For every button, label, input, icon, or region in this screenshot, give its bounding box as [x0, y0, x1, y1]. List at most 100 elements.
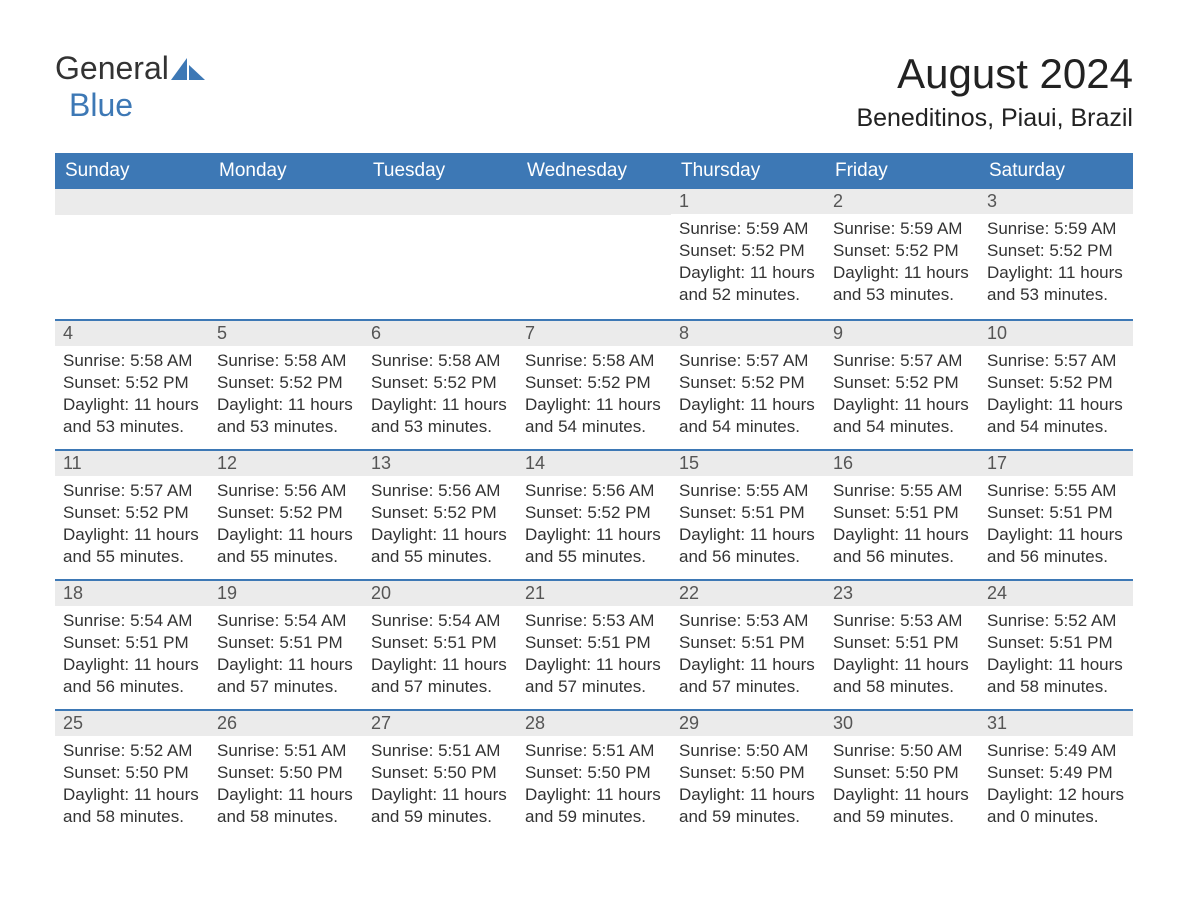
sunrise-text: Sunrise: 5:55 AM	[987, 480, 1125, 502]
calendar-day-cell: 21Sunrise: 5:53 AMSunset: 5:51 PMDayligh…	[517, 579, 671, 709]
sunset-text: Sunset: 5:51 PM	[987, 502, 1125, 524]
dl1-text: Daylight: 11 hours	[833, 262, 971, 284]
dl1-text: Daylight: 11 hours	[371, 654, 509, 676]
dl1-text: Daylight: 11 hours	[63, 654, 201, 676]
dl2-text: and 53 minutes.	[987, 284, 1125, 306]
location-text: Beneditinos, Piaui, Brazil	[856, 104, 1133, 133]
dl2-text: and 56 minutes.	[987, 546, 1125, 568]
day-details: Sunrise: 5:52 AMSunset: 5:50 PMDaylight:…	[55, 736, 209, 838]
sunrise-text: Sunrise: 5:57 AM	[63, 480, 201, 502]
day-number: 3	[979, 189, 1133, 214]
dl1-text: Daylight: 11 hours	[679, 784, 817, 806]
sunrise-text: Sunrise: 5:58 AM	[525, 350, 663, 372]
dl1-text: Daylight: 11 hours	[371, 784, 509, 806]
calendar-day-cell: 31Sunrise: 5:49 AMSunset: 5:49 PMDayligh…	[979, 709, 1133, 839]
dl1-text: Daylight: 11 hours	[833, 524, 971, 546]
sunset-text: Sunset: 5:50 PM	[371, 762, 509, 784]
calendar-day-cell: 17Sunrise: 5:55 AMSunset: 5:51 PMDayligh…	[979, 449, 1133, 579]
sunrise-text: Sunrise: 5:53 AM	[525, 610, 663, 632]
sunrise-text: Sunrise: 5:50 AM	[679, 740, 817, 762]
calendar-table: Sunday Monday Tuesday Wednesday Thursday…	[55, 153, 1133, 839]
dl1-text: Daylight: 11 hours	[833, 394, 971, 416]
calendar-week-row: 4Sunrise: 5:58 AMSunset: 5:52 PMDaylight…	[55, 319, 1133, 449]
dl2-text: and 56 minutes.	[63, 676, 201, 698]
day-number: 15	[671, 449, 825, 476]
dl2-text: and 58 minutes.	[217, 806, 355, 828]
day-details: Sunrise: 5:52 AMSunset: 5:51 PMDaylight:…	[979, 606, 1133, 708]
sunset-text: Sunset: 5:52 PM	[987, 240, 1125, 262]
calendar-day-cell: 11Sunrise: 5:57 AMSunset: 5:52 PMDayligh…	[55, 449, 209, 579]
dl1-text: Daylight: 11 hours	[987, 394, 1125, 416]
logo-sail-icon	[171, 58, 205, 85]
calendar-day-cell: 30Sunrise: 5:50 AMSunset: 5:50 PMDayligh…	[825, 709, 979, 839]
sunrise-text: Sunrise: 5:59 AM	[987, 218, 1125, 240]
calendar-day-cell: 22Sunrise: 5:53 AMSunset: 5:51 PMDayligh…	[671, 579, 825, 709]
day-details: Sunrise: 5:51 AMSunset: 5:50 PMDaylight:…	[517, 736, 671, 838]
calendar-day-cell: 12Sunrise: 5:56 AMSunset: 5:52 PMDayligh…	[209, 449, 363, 579]
dl1-text: Daylight: 11 hours	[217, 784, 355, 806]
calendar-day-cell: 23Sunrise: 5:53 AMSunset: 5:51 PMDayligh…	[825, 579, 979, 709]
calendar-day-cell: 29Sunrise: 5:50 AMSunset: 5:50 PMDayligh…	[671, 709, 825, 839]
dl1-text: Daylight: 11 hours	[833, 784, 971, 806]
day-details: Sunrise: 5:58 AMSunset: 5:52 PMDaylight:…	[363, 346, 517, 448]
day-number: 20	[363, 579, 517, 606]
sunset-text: Sunset: 5:51 PM	[63, 632, 201, 654]
calendar-day-cell: 25Sunrise: 5:52 AMSunset: 5:50 PMDayligh…	[55, 709, 209, 839]
day-details: Sunrise: 5:49 AMSunset: 5:49 PMDaylight:…	[979, 736, 1133, 838]
calendar-day-cell: 2Sunrise: 5:59 AMSunset: 5:52 PMDaylight…	[825, 189, 979, 319]
calendar-day-cell: 1Sunrise: 5:59 AMSunset: 5:52 PMDaylight…	[671, 189, 825, 319]
day-details: Sunrise: 5:59 AMSunset: 5:52 PMDaylight:…	[825, 214, 979, 316]
calendar-day-cell: 27Sunrise: 5:51 AMSunset: 5:50 PMDayligh…	[363, 709, 517, 839]
calendar-day-cell: 18Sunrise: 5:54 AMSunset: 5:51 PMDayligh…	[55, 579, 209, 709]
day-number: 29	[671, 709, 825, 736]
sunrise-text: Sunrise: 5:54 AM	[217, 610, 355, 632]
sunset-text: Sunset: 5:51 PM	[987, 632, 1125, 654]
dl1-text: Daylight: 12 hours	[987, 784, 1125, 806]
sunrise-text: Sunrise: 5:59 AM	[833, 218, 971, 240]
sunrise-text: Sunrise: 5:52 AM	[63, 740, 201, 762]
dl2-text: and 57 minutes.	[679, 676, 817, 698]
sunset-text: Sunset: 5:52 PM	[63, 502, 201, 524]
sunset-text: Sunset: 5:50 PM	[63, 762, 201, 784]
weekday-header: Saturday	[979, 153, 1133, 189]
calendar-day-cell: 20Sunrise: 5:54 AMSunset: 5:51 PMDayligh…	[363, 579, 517, 709]
calendar-week-row: 11Sunrise: 5:57 AMSunset: 5:52 PMDayligh…	[55, 449, 1133, 579]
day-number: 27	[363, 709, 517, 736]
sunrise-text: Sunrise: 5:59 AM	[679, 218, 817, 240]
calendar-day-cell: 8Sunrise: 5:57 AMSunset: 5:52 PMDaylight…	[671, 319, 825, 449]
day-details: Sunrise: 5:51 AMSunset: 5:50 PMDaylight:…	[209, 736, 363, 838]
calendar-day-cell: 26Sunrise: 5:51 AMSunset: 5:50 PMDayligh…	[209, 709, 363, 839]
dl2-text: and 59 minutes.	[371, 806, 509, 828]
sunrise-text: Sunrise: 5:53 AM	[679, 610, 817, 632]
day-details: Sunrise: 5:56 AMSunset: 5:52 PMDaylight:…	[517, 476, 671, 578]
calendar-day-cell: 24Sunrise: 5:52 AMSunset: 5:51 PMDayligh…	[979, 579, 1133, 709]
sunset-text: Sunset: 5:49 PM	[987, 762, 1125, 784]
sunrise-text: Sunrise: 5:55 AM	[679, 480, 817, 502]
sunset-text: Sunset: 5:52 PM	[679, 372, 817, 394]
dl1-text: Daylight: 11 hours	[987, 654, 1125, 676]
calendar-day-cell: 7Sunrise: 5:58 AMSunset: 5:52 PMDaylight…	[517, 319, 671, 449]
page-header: General Blue August 2024 Beneditinos, Pi…	[55, 50, 1133, 133]
calendar-week-row: 1Sunrise: 5:59 AMSunset: 5:52 PMDaylight…	[55, 189, 1133, 319]
sunset-text: Sunset: 5:51 PM	[833, 632, 971, 654]
sunrise-text: Sunrise: 5:49 AM	[987, 740, 1125, 762]
sunset-text: Sunset: 5:51 PM	[833, 502, 971, 524]
sunrise-text: Sunrise: 5:53 AM	[833, 610, 971, 632]
dl2-text: and 59 minutes.	[525, 806, 663, 828]
sunrise-text: Sunrise: 5:57 AM	[833, 350, 971, 372]
day-number: 5	[209, 319, 363, 346]
day-number: 21	[517, 579, 671, 606]
sunrise-text: Sunrise: 5:54 AM	[63, 610, 201, 632]
dl2-text: and 56 minutes.	[833, 546, 971, 568]
dl1-text: Daylight: 11 hours	[987, 524, 1125, 546]
day-details: Sunrise: 5:53 AMSunset: 5:51 PMDaylight:…	[517, 606, 671, 708]
calendar-day-cell: 16Sunrise: 5:55 AMSunset: 5:51 PMDayligh…	[825, 449, 979, 579]
day-details: Sunrise: 5:57 AMSunset: 5:52 PMDaylight:…	[55, 476, 209, 578]
day-details: Sunrise: 5:51 AMSunset: 5:50 PMDaylight:…	[363, 736, 517, 838]
sunset-text: Sunset: 5:50 PM	[217, 762, 355, 784]
day-details: Sunrise: 5:58 AMSunset: 5:52 PMDaylight:…	[517, 346, 671, 448]
dl2-text: and 59 minutes.	[679, 806, 817, 828]
dl2-text: and 57 minutes.	[525, 676, 663, 698]
day-number	[363, 189, 517, 215]
day-number: 11	[55, 449, 209, 476]
